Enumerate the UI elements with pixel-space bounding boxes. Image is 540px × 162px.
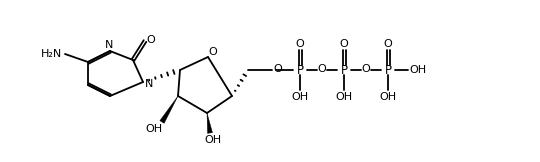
Polygon shape	[207, 113, 212, 133]
Text: OH: OH	[409, 65, 427, 75]
Text: N: N	[145, 79, 153, 89]
Text: OH: OH	[335, 92, 353, 102]
Text: OH: OH	[380, 92, 396, 102]
Text: O: O	[362, 64, 370, 74]
Text: O: O	[383, 39, 393, 49]
Text: P: P	[384, 64, 391, 76]
Text: O: O	[295, 39, 305, 49]
Text: O: O	[340, 39, 348, 49]
Text: O: O	[274, 64, 282, 74]
Text: P: P	[341, 64, 348, 76]
Text: P: P	[296, 64, 303, 76]
Text: OH: OH	[292, 92, 308, 102]
Text: OH: OH	[205, 135, 221, 145]
Text: N: N	[105, 40, 113, 50]
Text: O: O	[147, 35, 156, 45]
Text: H₂N: H₂N	[40, 49, 62, 59]
Text: O: O	[208, 47, 218, 57]
Text: OH: OH	[145, 124, 163, 134]
Polygon shape	[160, 96, 178, 123]
Text: O: O	[318, 64, 326, 74]
